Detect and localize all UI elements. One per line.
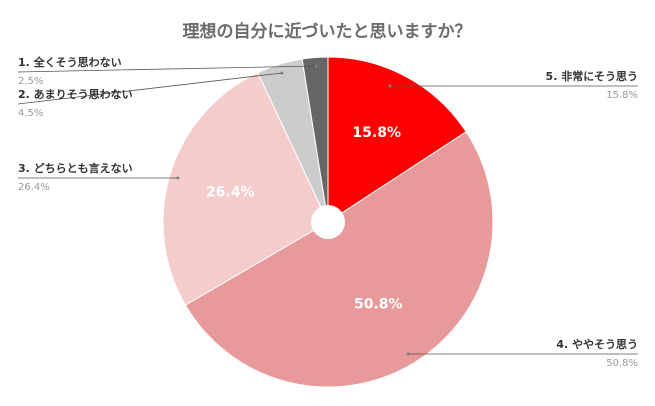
pie-slice-3: [162, 72, 329, 306]
chart-title: 理想の自分に近づいたと思いますか？: [183, 21, 472, 42]
callout-value-1: 15.8%: [606, 90, 638, 101]
slice-value-label-1: 15.8%: [352, 125, 401, 141]
callout-label-3: 3. どちらとも言えない: [18, 161, 133, 175]
slice-labels: 15.8% 50.8% 26.4%: [206, 125, 403, 312]
callout-label-1: 5. 非常にそう思う: [546, 69, 638, 83]
callout-label-2: 4. ややそう思う: [556, 338, 638, 351]
callout-label-5: 1. 全くそう思わない: [18, 55, 122, 69]
pie-slice-1: [327, 56, 467, 223]
callout-value-2: 50.8%: [606, 358, 638, 369]
callouts: 5. 非常にそう思う 15.8% 4. ややそう思う 50.8% 3. どちらとも言えな…: [17, 55, 638, 369]
donut-hole: [311, 205, 345, 239]
slice-value-label-2: 50.8%: [354, 296, 403, 312]
pie-slice-2: [184, 131, 494, 388]
callout-value-5: 2.5%: [18, 76, 43, 87]
slice-value-label-3: 26.4%: [206, 185, 255, 201]
callout-line-5: [17, 65, 317, 73]
callout-line-4: [17, 72, 283, 105]
callout-value-3: 26.4%: [18, 182, 50, 193]
pie-slice-5: [301, 56, 329, 223]
callout-label-4: 2. あまりそう思わない: [18, 88, 133, 101]
callout-value-4: 4.5%: [18, 108, 43, 119]
pie-slices: [162, 56, 494, 388]
